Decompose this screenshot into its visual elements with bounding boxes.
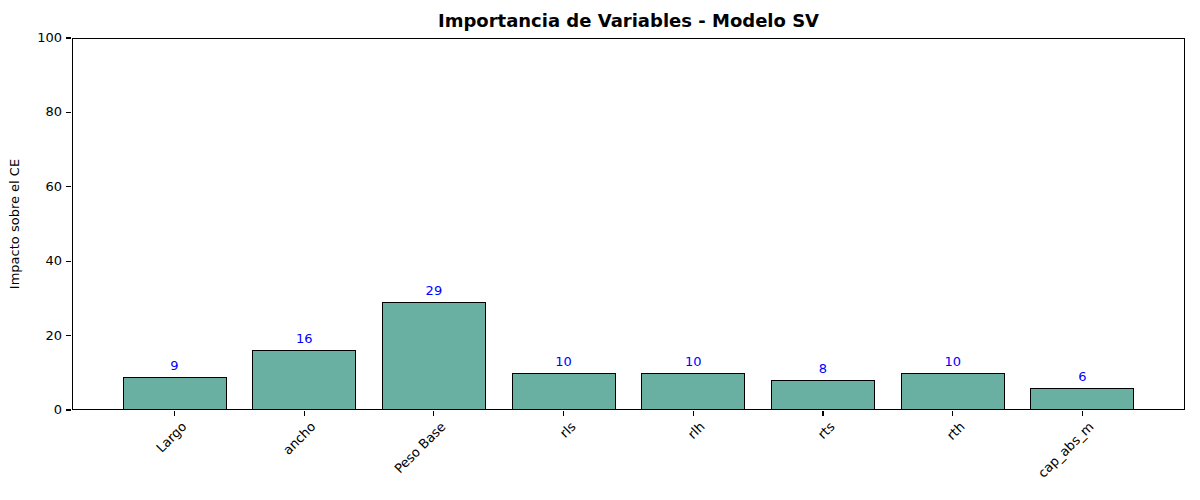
bar — [641, 373, 745, 410]
bar-value-label: 8 — [793, 361, 853, 376]
bar — [382, 302, 486, 410]
bar-value-label: 10 — [923, 354, 983, 369]
x-tick-mark — [304, 411, 305, 416]
bar-value-label: 9 — [145, 358, 205, 373]
x-tick-label: rts — [815, 419, 838, 442]
y-tick-mark — [66, 409, 71, 410]
y-tick-mark — [66, 186, 71, 187]
x-tick-mark — [1082, 411, 1083, 416]
x-tick-label: ancho — [280, 419, 319, 458]
x-tick-label: cap_abs_m — [1035, 419, 1097, 481]
y-tick-mark — [66, 261, 71, 262]
plot-area — [72, 38, 1185, 410]
chart-title: Importancia de Variables - Modelo SV — [72, 10, 1185, 31]
y-tick-mark — [66, 37, 71, 38]
x-tick-label: rth — [943, 419, 967, 443]
bar — [252, 350, 356, 410]
y-tick-label: 60 — [18, 179, 62, 195]
x-tick-label: rlh — [685, 419, 708, 442]
bar-value-label: 29 — [404, 283, 464, 298]
y-tick-label: 100 — [18, 30, 62, 46]
y-tick-label: 80 — [18, 104, 62, 120]
x-tick-mark — [174, 411, 175, 416]
bar-value-label: 10 — [534, 354, 594, 369]
bar-value-label: 6 — [1052, 369, 1112, 384]
x-tick-mark — [952, 411, 953, 416]
y-tick-label: 0 — [18, 402, 62, 418]
y-tick-mark — [66, 335, 71, 336]
x-tick-mark — [563, 411, 564, 416]
bar — [771, 380, 875, 410]
bar — [123, 377, 227, 410]
x-tick-mark — [693, 411, 694, 416]
x-tick-mark — [822, 411, 823, 416]
x-tick-mark — [433, 411, 434, 416]
x-tick-label: rls — [556, 419, 578, 441]
x-tick-label: Peso Base — [391, 419, 448, 476]
bar — [512, 373, 616, 410]
bar — [901, 373, 1005, 410]
bar-value-label: 16 — [274, 331, 334, 346]
bar-value-label: 10 — [663, 354, 723, 369]
bar — [1030, 388, 1134, 410]
y-tick-label: 40 — [18, 253, 62, 269]
y-tick-label: 20 — [18, 328, 62, 344]
figure: Importancia de Variables - Modelo SV Imp… — [0, 0, 1200, 500]
y-tick-mark — [66, 112, 71, 113]
x-tick-label: Largo — [153, 419, 189, 455]
